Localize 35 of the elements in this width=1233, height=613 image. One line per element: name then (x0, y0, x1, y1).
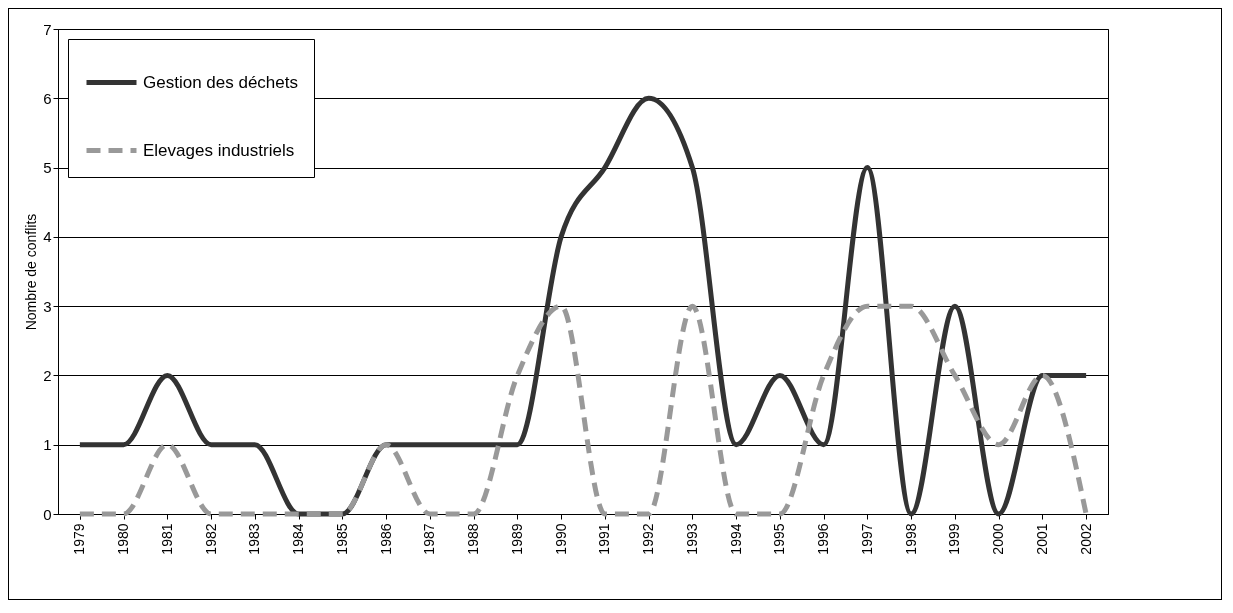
x-tick-label: 1996 (815, 523, 832, 555)
x-tick-label: 1990 (552, 523, 569, 555)
y-tick-label: 2 (43, 366, 52, 384)
x-tick-label: 1983 (246, 523, 263, 555)
x-tick-label: 1989 (508, 523, 525, 555)
y-tick-label: 3 (43, 297, 52, 315)
x-tick-label: 1991 (596, 523, 613, 555)
x-tick-label: 1992 (640, 523, 657, 555)
x-tick-label: 1986 (377, 523, 394, 555)
x-tick-label: 2000 (990, 523, 1007, 555)
x-tick-label: 1997 (858, 523, 875, 555)
x-tick-label: 1980 (115, 523, 132, 555)
y-tick-label: 5 (43, 159, 52, 177)
x-tick-label: 1982 (202, 523, 219, 555)
y-tick-label: 7 (43, 20, 52, 38)
x-tick-label: 1999 (946, 523, 963, 555)
x-tick-label: 1979 (71, 523, 88, 555)
x-tick-label: 1995 (771, 523, 788, 555)
y-tick-label: 0 (43, 505, 52, 523)
x-tick-label: 1988 (465, 523, 482, 555)
y-tick-label: 1 (43, 436, 52, 454)
x-tick-label: 1984 (290, 523, 307, 555)
y-tick-label: 6 (43, 89, 52, 107)
x-tick-label: 1998 (902, 523, 919, 555)
y-axis-title: Nombre de conflits (23, 213, 40, 331)
x-tick-label: 1987 (421, 523, 438, 555)
x-tick-label: 1981 (158, 523, 175, 555)
x-tick-label: 2001 (1033, 523, 1050, 555)
x-tick-label: 2002 (1077, 523, 1094, 555)
x-tick-label: 1993 (683, 523, 700, 555)
x-tick-label: 1985 (333, 523, 350, 555)
y-tick-label: 4 (43, 228, 52, 246)
legend-label: Elevages industriels (143, 140, 295, 160)
legend-label: Gestion des déchets (143, 72, 298, 92)
x-tick-label: 1994 (727, 523, 744, 555)
